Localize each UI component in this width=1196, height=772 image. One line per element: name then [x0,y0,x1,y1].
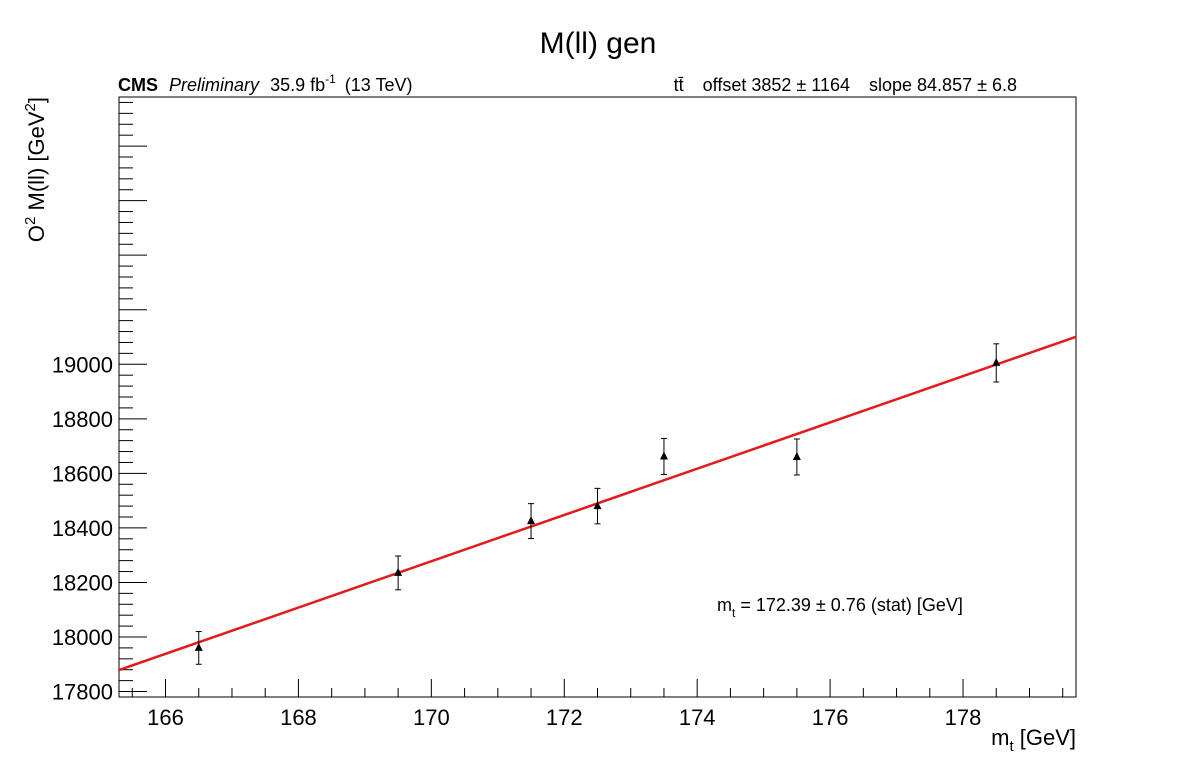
data-point [194,642,203,651]
annotation-rest: = 172.39 ± 0.76 (stat) [GeV] [735,595,963,615]
annotation-main: m [717,595,732,615]
header-left: CMS Preliminary 35.9 fb-1 (13 TeV) [118,67,413,95]
x-tick-label: 170 [413,705,450,730]
x-axis-label: mt [GeV] [991,725,1076,755]
x-tick-label: 168 [280,705,317,730]
x-label-rest: [GeV] [1014,725,1076,750]
energy-label: (13 TeV) [345,75,413,95]
axis-tick-labels: 166 168 170 172 174 176 178 17800 18000 18200 1840… [52,352,982,730]
data-point [527,516,536,525]
y-tick-label: 18000 [52,625,113,650]
experiment-label: CMS [118,75,158,95]
annotation-sub: t [732,606,736,620]
x-tick-label: 174 [679,705,716,730]
lumi-exponent: -1 [325,72,336,86]
result-annotation: mt = 172.39 ± 0.76 (stat) [GeV] [717,595,963,620]
x-tick-label: 178 [945,705,982,730]
header-right: tt̄ offset 3852 ± 1164 slope 84.857 ± 6.… [674,75,1017,95]
y-label-sup: 2 [22,217,39,225]
y-label-main: O [24,225,49,242]
axis-ticks [119,101,1064,697]
y-axis-label: O2 M(ll) [GeV2] [22,97,49,242]
y-tick-label: 19000 [52,352,113,377]
data-point [792,452,801,460]
status-label: Preliminary [169,75,260,95]
x-tick-label: 176 [812,705,849,730]
x-label-sub: t [1009,738,1014,755]
x-label-main: m [991,725,1009,750]
lumi-value: 35.9 fb [270,75,325,95]
process-label: tt̄ [674,75,684,95]
slope-label: slope 84.857 ± 6.8 [869,75,1017,95]
data-point [593,501,602,510]
x-tick-label: 172 [546,705,583,730]
y-tick-label: 18400 [52,516,113,541]
x-tick-label: 166 [147,705,184,730]
y-tick-label: 18800 [52,407,113,432]
chart-title: M(ll) gen [540,27,657,60]
data-points [194,343,1001,665]
y-tick-label: 18600 [52,461,113,486]
data-point [394,567,403,576]
y-label-sup2: 2 [22,103,39,111]
offset-label: offset 3852 ± 1164 [703,75,850,95]
y-label-end: ] [24,97,49,103]
data-point [659,451,668,460]
y-label-mid: M(ll) [GeV [24,111,49,216]
y-tick-label: 17800 [52,680,113,705]
data-point [992,357,1001,366]
y-tick-label: 18200 [52,570,113,595]
